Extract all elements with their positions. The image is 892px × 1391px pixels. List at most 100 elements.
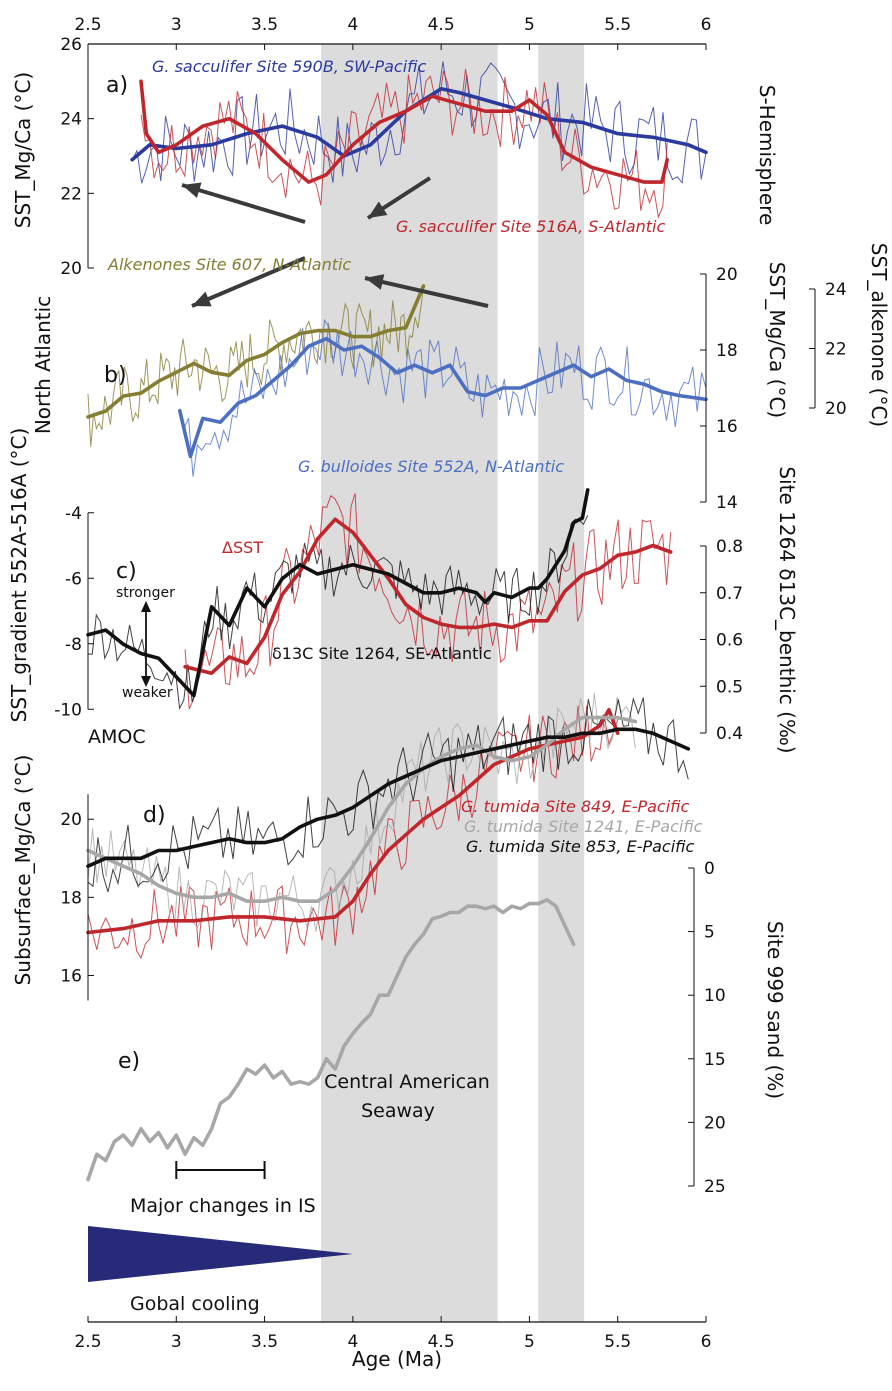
series-line-1-0	[86, 284, 426, 419]
side-label-s-hemisphere: S-Hemisphere	[755, 85, 779, 225]
legend-849: G. tumida Site 849, E-Pacific	[461, 797, 689, 816]
panel-letter-d: d)	[143, 803, 166, 828]
y-axes: 20 22 24 26 14 16 18 20 20 22 24 -4 -6 -8 -10 0.4 0.5 0.6…	[54, 35, 846, 1197]
x-tick-label-top: 3	[171, 15, 182, 35]
y-axis-c2-tick-label: 0.7	[716, 584, 743, 604]
y-axis-c2-tick-label: 0.8	[716, 537, 743, 557]
ylabel-c-right: Site 1264 δ13C_benthic (‰)	[775, 466, 799, 753]
y-axis-a-tick-label: 20	[60, 259, 82, 279]
raw-line-0-0	[131, 61, 707, 185]
y-axis-e-tick-label: 0	[704, 859, 715, 879]
y-axis-b2-tick-label: 24	[825, 280, 847, 300]
x-tick-label-top: 4	[347, 15, 358, 35]
amoc-stronger: stronger	[116, 585, 175, 601]
is-bar-label: Major changes in IS	[130, 1195, 316, 1217]
y-axis-b-tick-label: 18	[716, 341, 738, 361]
raw-line-1-1	[179, 318, 707, 477]
x-tick-label-top: 3.5	[251, 15, 278, 35]
arrow-b2	[364, 276, 489, 308]
y-axis-b-tick-label: 14	[716, 493, 738, 513]
series-lines	[86, 79, 708, 1182]
x-axis-title: Age (Ma)	[352, 1347, 442, 1371]
y-axis-d-tick-label: 18	[60, 888, 82, 908]
shaded-intervals	[321, 44, 585, 1322]
raw-line-2-1	[87, 515, 589, 711]
ylabel-a: SST_Mg/Ca (°C)	[11, 72, 35, 228]
series-line-1-1	[178, 336, 708, 459]
amoc-caption: AMOC	[88, 726, 146, 748]
panel-letter-c: c)	[116, 559, 137, 584]
y-axis-b2-tick-label: 20	[825, 399, 847, 419]
shaded-interval-1	[538, 44, 585, 1322]
panel-letter-b: b)	[104, 363, 127, 388]
arrow-b1-head-icon	[192, 291, 212, 307]
x-axes	[88, 43, 706, 1323]
x-tick-label-bottom: 2.5	[74, 1332, 101, 1352]
is-change-bar	[175, 1161, 266, 1179]
arrow-b1	[191, 256, 306, 308]
y-axis-e-tick-label: 25	[704, 1177, 726, 1197]
shaded-interval-0	[321, 44, 498, 1322]
y-axis-a-tick-label: 26	[60, 35, 82, 55]
panel-letter-e: e)	[118, 1049, 140, 1074]
x-tick-label-bottom: 5	[524, 1332, 535, 1352]
legend-516a: G. sacculifer Site 516A, S-Atlantic	[396, 217, 665, 236]
amoc-arrow-icon	[141, 601, 151, 687]
raw-data-lines	[87, 61, 707, 960]
y-axis-c2-tick-label: 0.5	[716, 677, 743, 697]
y-axis-b2-tick-label: 22	[825, 340, 847, 360]
panel-letter-a: a)	[106, 73, 128, 98]
x-tick-label-bottom: 4	[347, 1332, 358, 1352]
series-line-4-0	[86, 898, 576, 1182]
ylabel-d: Subsurface_Mg/Ca (°C)	[11, 755, 35, 986]
x-tick-label-bottom: 3.5	[251, 1332, 278, 1352]
series-line-3-2	[86, 727, 691, 868]
legend-1264: δ13C Site 1264, SE-Atlantic	[272, 644, 492, 663]
ylabel-c-left: SST_gradient 552A-516A (°C)	[7, 428, 31, 723]
x-tick-label-top: 6	[701, 15, 712, 35]
y-axis-d-tick-label: 20	[60, 810, 82, 830]
ylabel-e: Site 999 sand (%)	[763, 921, 787, 1099]
arrow-b2-head-icon	[365, 274, 385, 290]
x-tick-label-top: 4.5	[428, 15, 455, 35]
ylabel-b-right: SST_Mg/Ca (°C)	[765, 262, 789, 418]
x-tick-label-top: 5.5	[604, 15, 631, 35]
y-axis-c-tick-label: -6	[65, 569, 82, 589]
y-axis-d-tick-label: 16	[60, 966, 82, 986]
raw-line-3-0	[87, 705, 619, 960]
y-axis-a-tick-label: 24	[60, 110, 82, 130]
y-axis-a-tick-label: 22	[60, 184, 82, 204]
x-tick-label-bottom: 4.5	[428, 1332, 455, 1352]
series-line-2-0	[183, 517, 673, 675]
x-tick-labels-top: 2.5 3 3.5 4 4.5 5 5.5 6	[74, 15, 711, 50]
y-axis-c2-tick-label: 0.4	[716, 724, 743, 744]
amoc-weaker: weaker	[122, 685, 173, 701]
global-cooling-label: Gobal cooling	[130, 1293, 260, 1315]
legend-853: G. tumida Site 853, E-Pacific	[466, 837, 694, 856]
y-axis-e-tick-label: 20	[704, 1113, 726, 1133]
series-line-0-1	[139, 79, 669, 184]
series-line-3-0	[86, 708, 620, 935]
raw-line-2-0	[184, 493, 672, 710]
y-axis-c-tick-label: -10	[54, 700, 82, 720]
x-tick-label-bottom: 3	[171, 1332, 182, 1352]
y-axis-c-tick-label: -8	[65, 635, 82, 655]
series-line-3-1	[86, 715, 638, 903]
x-tick-label-bottom: 6	[701, 1332, 712, 1352]
arrow-a2-head-icon	[368, 201, 388, 218]
y-axis-b-tick-label: 16	[716, 417, 738, 437]
x-tick-label-bottom: 5.5	[604, 1332, 631, 1352]
arrow-a1	[181, 183, 306, 224]
y-axis-e-tick-label: 15	[704, 1050, 726, 1070]
series-line-2-1	[86, 488, 590, 698]
y-axis-e-tick-label: 5	[704, 923, 715, 943]
annotation-arrows	[181, 176, 489, 308]
y-axis-c-tick-label: -4	[65, 504, 82, 524]
legend-1241: G. tumida Site 1241, E-Pacific	[464, 817, 703, 836]
x-tick-label-top: 5	[524, 15, 535, 35]
y-axis-c2-tick-label: 0.6	[716, 631, 743, 651]
ylabel-b-right2: SST_alkenone (°C)	[867, 243, 891, 427]
legend-552a: G. bulloides Site 552A, N-Atlantic	[298, 457, 564, 476]
global-cooling-wedge	[88, 1226, 353, 1282]
